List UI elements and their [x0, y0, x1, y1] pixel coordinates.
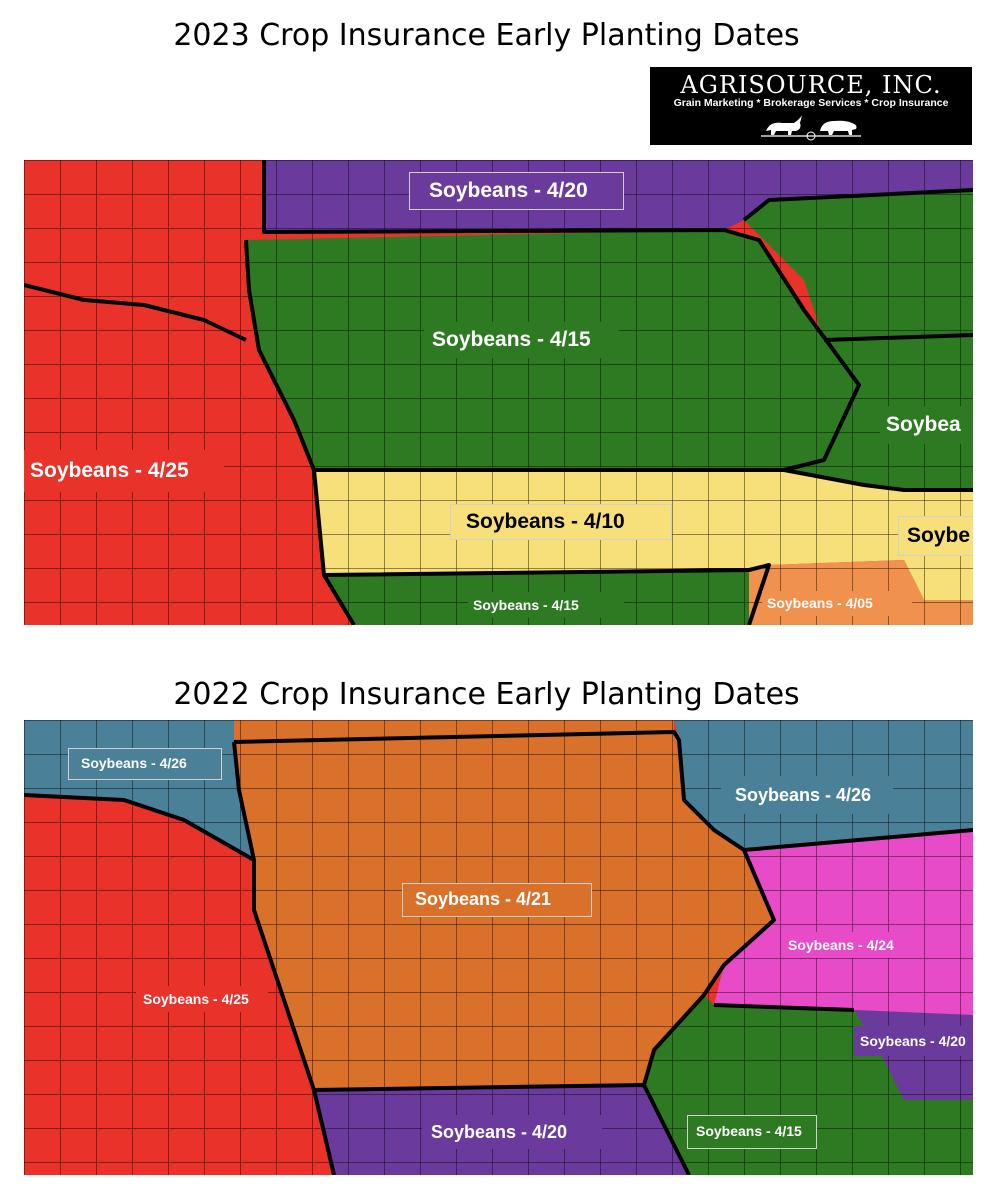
map-2023-regions [24, 160, 973, 625]
label-2022-south: Soybeans - 4/20 [422, 1115, 602, 1149]
label-2023-south-band: Soybeans - 4/10 [450, 504, 672, 540]
label-2023-east-yellow: Soybe [898, 516, 973, 556]
title-2022: 2022 Crop Insurance Early Planting Dates [173, 677, 800, 712]
label-2022-west: Soybeans - 4/25 [136, 986, 268, 1012]
bull-bear-icon [761, 115, 861, 141]
map-2023: Soybeans - 4/20 Soybeans - 4/15 Soybeans… [24, 160, 973, 625]
label-2023-south: Soybeans - 4/15 [468, 592, 624, 618]
label-2022-ne: Soybeans - 4/26 [721, 776, 893, 814]
label-2023-west: Soybeans - 4/25 [24, 450, 224, 492]
map-2022-regions [24, 720, 973, 1175]
label-2023-nw: Soybeans - 4/20 [409, 172, 624, 210]
label-2023-east: Soybea [880, 406, 973, 444]
agrisource-logo: AGRISOURCE, INC. Grain Marketing * Broke… [650, 67, 972, 145]
label-2023-center: Soybeans - 4/15 [424, 322, 619, 358]
logo-tagline: Grain Marketing * Brokerage Services * C… [673, 97, 949, 109]
title-2023: 2023 Crop Insurance Early Planting Dates [173, 18, 800, 53]
label-2022-nw: Soybeans - 4/26 [68, 748, 222, 780]
label-2022-east: Soybeans - 4/24 [782, 932, 914, 958]
label-2022-ssw: Soybeans - 4/15 [687, 1115, 817, 1149]
label-2022-se: Soybeans - 4/20 [854, 1026, 973, 1056]
map-2022: Soybeans - 4/26 Soybeans - 4/26 Soybeans… [24, 720, 973, 1175]
label-2023-se: Soybeans - 4/05 [762, 591, 912, 616]
label-2022-center: Soybeans - 4/21 [402, 883, 592, 917]
logo-name: AGRISOURCE, INC. [680, 71, 942, 99]
